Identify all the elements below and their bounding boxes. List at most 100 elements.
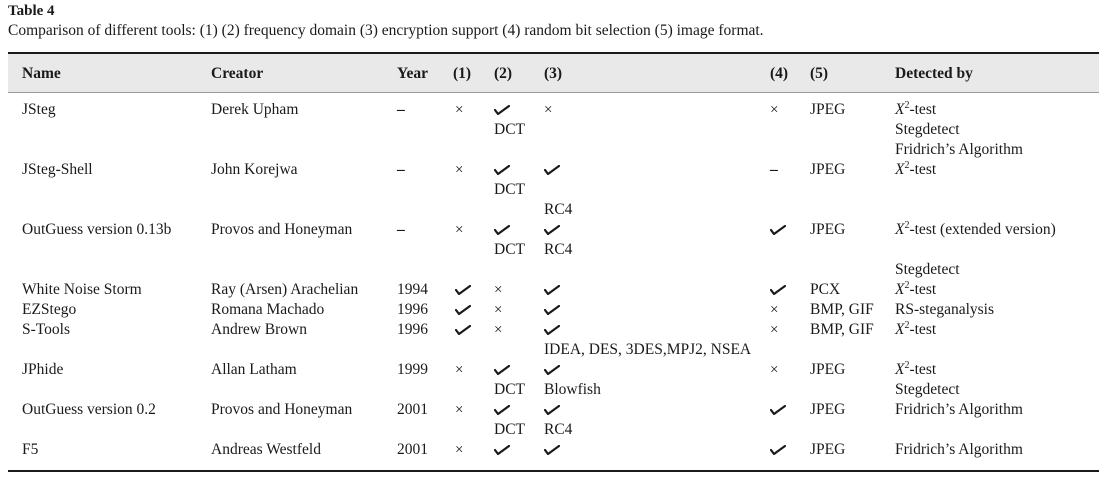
- check-icon: [494, 405, 510, 416]
- detected-by-line: RS-steganalysis: [895, 300, 994, 320]
- year: –: [397, 161, 405, 178]
- header-col4: (4): [770, 65, 789, 82]
- superscript: 2: [904, 319, 910, 331]
- detected-suffix: -test (extended version): [909, 221, 1056, 238]
- detected-by-line: X2-test: [895, 360, 936, 380]
- col2-line: [494, 360, 510, 380]
- image-format: JPEG: [810, 361, 846, 378]
- superscript: 2: [904, 359, 910, 371]
- col1-value: [455, 320, 471, 340]
- detected-text: X: [895, 101, 905, 118]
- col3-line: [544, 360, 560, 380]
- creator: Provos and Honeyman: [211, 401, 353, 418]
- col1-value: [455, 300, 471, 320]
- year: 2001: [397, 441, 428, 458]
- detected-suffix: -test: [909, 161, 937, 178]
- cross-icon: ×: [770, 322, 779, 338]
- col4-value: ×: [770, 360, 778, 380]
- check-icon: [544, 365, 560, 376]
- check-icon: [494, 225, 510, 236]
- col2-line: [494, 400, 510, 420]
- check-icon: [494, 445, 510, 456]
- col2-line: DCT: [494, 241, 525, 258]
- tool-name: EZStego: [22, 301, 77, 318]
- check-icon: [544, 305, 560, 316]
- image-format: BMP, GIF: [810, 321, 874, 338]
- cross-icon: ×: [455, 222, 464, 238]
- detected-by-line: X2-test (extended version): [895, 220, 1056, 240]
- col3-line: [544, 300, 560, 320]
- cross-icon: ×: [544, 102, 553, 118]
- creator: Ray (Arsen) Arachelian: [211, 281, 359, 298]
- col2-line: ×: [494, 280, 502, 300]
- image-format: JPEG: [810, 441, 846, 458]
- detected-text: X: [895, 161, 905, 178]
- col3-line: [544, 160, 560, 180]
- col2-line: [494, 440, 510, 460]
- col3-line: ×: [544, 100, 552, 120]
- creator: Allan Latham: [211, 361, 297, 378]
- col3-line: [544, 320, 560, 340]
- header-col5: (5): [810, 65, 829, 82]
- table-header: Name Creator Year (1) (2) (3) (4) (5) De…: [8, 54, 1099, 93]
- year: 1994: [397, 281, 428, 298]
- col3-line: RC4: [544, 201, 573, 218]
- detected-suffix: -test: [909, 101, 937, 118]
- cross-icon: ×: [770, 302, 779, 318]
- col3-line: RC4: [544, 241, 573, 258]
- check-icon: [455, 325, 471, 336]
- detected-text: X: [895, 321, 905, 338]
- creator: Romana Machado: [211, 301, 325, 318]
- col3-line: [544, 400, 560, 420]
- col1-value: ×: [455, 160, 463, 180]
- detected-text: X: [895, 221, 905, 238]
- superscript: 2: [904, 99, 910, 111]
- detected-by-line: Fridrich’s Algorithm: [895, 140, 1023, 160]
- detected-by-line: Fridrich’s Algorithm: [895, 400, 1023, 420]
- tool-name: JPhide: [22, 361, 64, 378]
- creator: Andrew Brown: [211, 321, 307, 338]
- col3-line: RC4: [544, 421, 573, 438]
- check-icon: [770, 445, 786, 456]
- detected-by-line: X2-test: [895, 100, 936, 120]
- detected-suffix: -test: [909, 361, 937, 378]
- check-icon: [494, 105, 510, 116]
- check-icon: [544, 225, 560, 236]
- image-format: BMP, GIF: [810, 301, 874, 318]
- col2-line: [494, 160, 510, 180]
- detected-text: Stegdetect: [895, 261, 960, 278]
- creator: Derek Upham: [211, 101, 299, 118]
- check-icon: [544, 405, 560, 416]
- col1-value: ×: [455, 220, 463, 240]
- col4-value: –: [770, 160, 778, 180]
- superscript: 2: [904, 159, 910, 171]
- cross-icon: ×: [455, 162, 464, 178]
- col1-value: ×: [455, 400, 463, 420]
- cross-icon: ×: [455, 402, 464, 418]
- header-creator: Creator: [211, 65, 264, 82]
- detected-suffix: -test: [909, 321, 937, 338]
- header-col3: (3): [544, 65, 563, 82]
- superscript: 2: [904, 219, 910, 231]
- cross-icon: ×: [770, 362, 779, 378]
- col4-value: [770, 400, 786, 420]
- year: 1996: [397, 321, 428, 338]
- detected-by-line: Fridrich’s Algorithm: [895, 440, 1023, 460]
- tool-name: S-Tools: [22, 321, 71, 338]
- check-icon: [494, 165, 510, 176]
- col2-line: DCT: [494, 381, 525, 398]
- table-title: Table 4: [8, 3, 55, 19]
- table-caption: Comparison of different tools: (1) (2) f…: [8, 22, 764, 39]
- detected-by-line: X2-test: [895, 280, 936, 300]
- year: 1999: [397, 361, 428, 378]
- detected-by-line: Stegdetect: [895, 380, 960, 400]
- col2-line: ×: [494, 300, 502, 320]
- col3-line: IDEA, DES, 3DES,MPJ2, NSEA: [544, 341, 752, 358]
- col4-value: [770, 280, 786, 300]
- detected-by-line: X2-test: [895, 160, 936, 180]
- col2-line: ×: [494, 320, 502, 340]
- col1-value: ×: [455, 100, 463, 120]
- superscript: 2: [904, 279, 910, 291]
- year: –: [397, 221, 405, 238]
- comparison-table: Name Creator Year (1) (2) (3) (4) (5) De…: [8, 52, 1099, 472]
